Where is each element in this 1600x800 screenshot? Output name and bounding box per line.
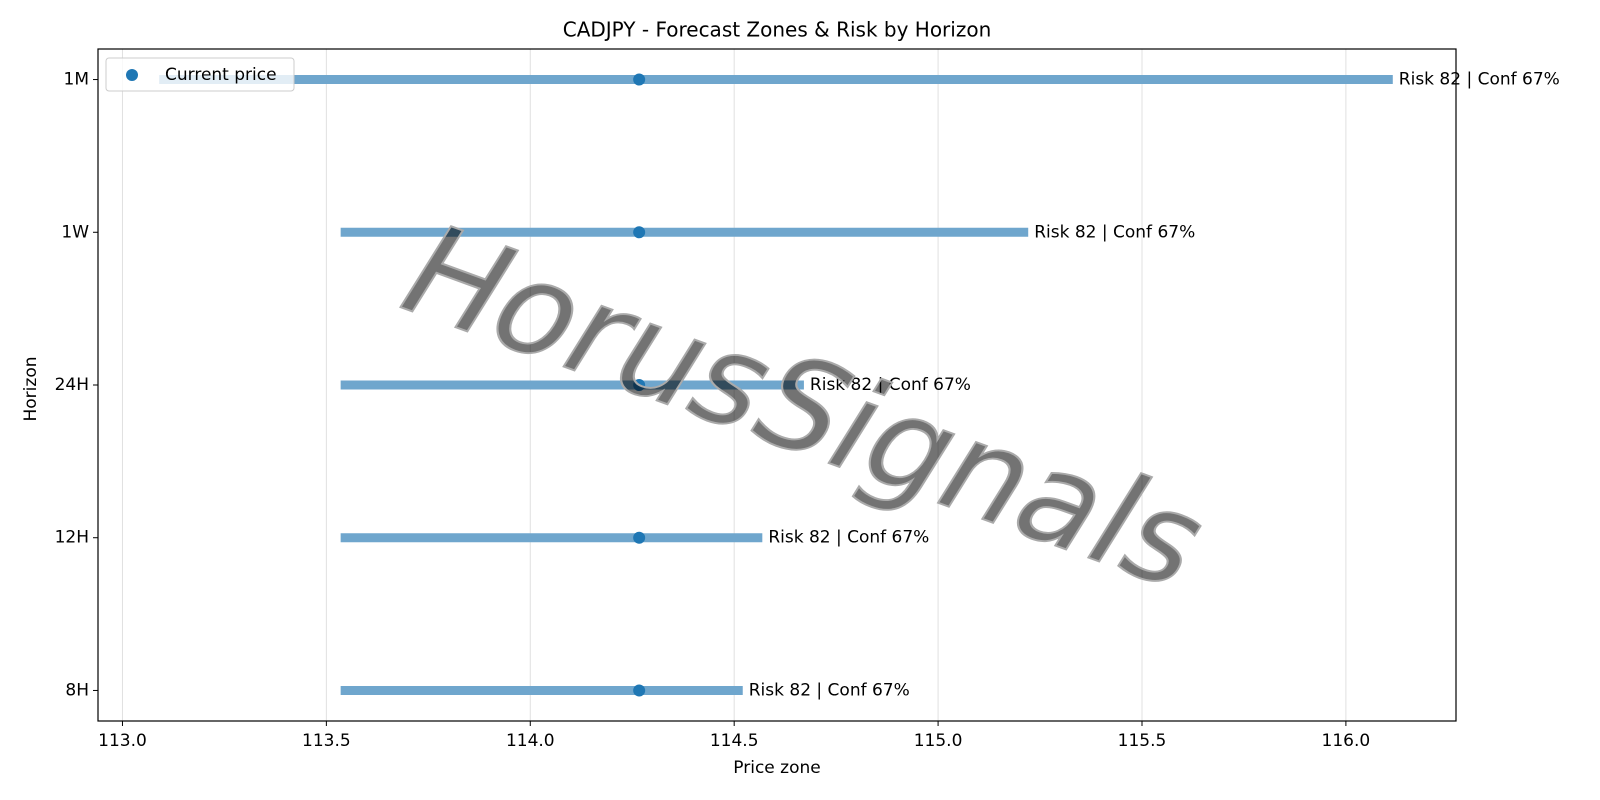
plot-frame bbox=[97, 48, 1457, 722]
annotation: Risk 82 | Conf 67% bbox=[749, 680, 910, 700]
y-tick-label: 12H bbox=[55, 528, 89, 548]
y-tick-label: 1W bbox=[61, 222, 89, 242]
x-tick-label: 113.0 bbox=[98, 731, 147, 751]
y-tick-label: 24H bbox=[55, 375, 89, 395]
current-price-dot bbox=[633, 684, 646, 697]
x-axis-label: Price zone bbox=[733, 758, 820, 778]
legend-label: Current price bbox=[165, 65, 277, 85]
current-price-dot bbox=[633, 531, 646, 544]
y-axis-label: Horizon bbox=[21, 357, 41, 422]
annotation: Risk 82 | Conf 67% bbox=[1399, 70, 1560, 90]
annotation: Risk 82 | Conf 67% bbox=[1034, 222, 1195, 242]
x-tick-label: 114.0 bbox=[506, 731, 555, 751]
x-tick-label: 113.5 bbox=[302, 731, 351, 751]
annotation: Risk 82 | Conf 67% bbox=[768, 528, 929, 548]
x-tick-label: 115.0 bbox=[914, 731, 963, 751]
x-tick-label: 116.0 bbox=[1322, 731, 1371, 751]
current-price-dot bbox=[633, 73, 646, 86]
chart-title: CADJPY - Forecast Zones & Risk by Horizo… bbox=[563, 18, 992, 42]
x-tick-label: 115.5 bbox=[1118, 731, 1167, 751]
legend-box bbox=[105, 57, 295, 92]
y-tick-label: 8H bbox=[65, 680, 89, 700]
current-price-dot bbox=[633, 379, 646, 391]
legend-marker bbox=[126, 69, 138, 81]
x-tick-label: 114.5 bbox=[710, 731, 759, 751]
annotation: Risk 82 | Conf 67% bbox=[810, 375, 971, 395]
legend: Current price bbox=[105, 57, 295, 92]
y-tick-label: 1M bbox=[64, 70, 89, 90]
current-price-dot bbox=[633, 226, 646, 239]
